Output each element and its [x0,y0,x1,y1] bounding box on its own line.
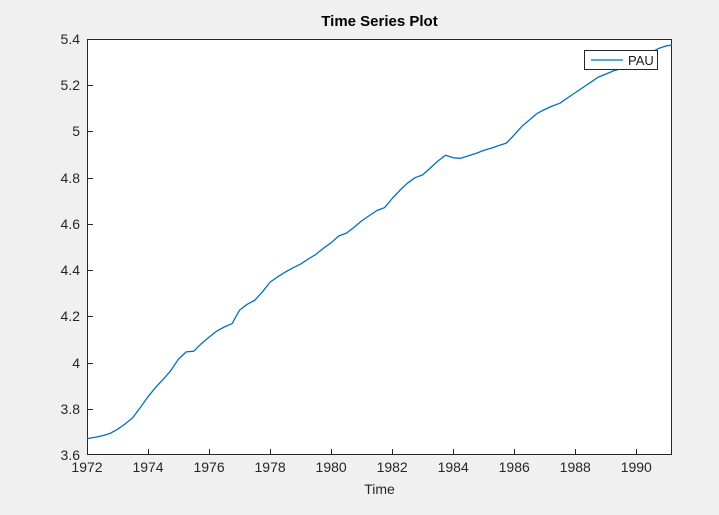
x-tick-label: 1988 [559,459,591,475]
chart-title: Time Series Plot [321,13,438,30]
x-tick-label: 1984 [437,459,469,475]
legend-line-sample [591,59,623,61]
x-tick-label: 1986 [498,459,530,475]
y-tick-label: 5 [72,123,80,140]
plot-canvas [87,39,672,455]
plot-area[interactable] [87,39,672,455]
data-line-pau [87,44,672,440]
legend[interactable]: PAU [584,50,658,70]
y-tick-label: 5.4 [60,31,80,47]
y-tick-label: 4.6 [60,215,80,232]
x-tick-label: 1976 [193,459,225,475]
x-tick-label: 1982 [376,459,408,475]
x-tick-label: 1980 [315,459,347,475]
axes-box [87,39,672,455]
y-tick-label: 5.2 [60,77,80,94]
x-tick-label: 1972 [71,459,103,475]
x-tick-label: 1990 [620,459,652,475]
y-tick-label: 4 [72,354,80,371]
y-tick-label: 4.8 [60,169,80,186]
x-tick-label: 1978 [254,459,286,475]
legend-label: PAU [628,52,654,68]
y-tick-label: 3.6 [60,447,80,463]
y-tick-label: 4.4 [60,262,80,279]
x-axis-label: Time [364,481,395,497]
y-tick-label: 3.8 [60,400,80,417]
y-tick-label: 4.2 [60,308,80,325]
x-tick-label: 1974 [132,459,164,475]
